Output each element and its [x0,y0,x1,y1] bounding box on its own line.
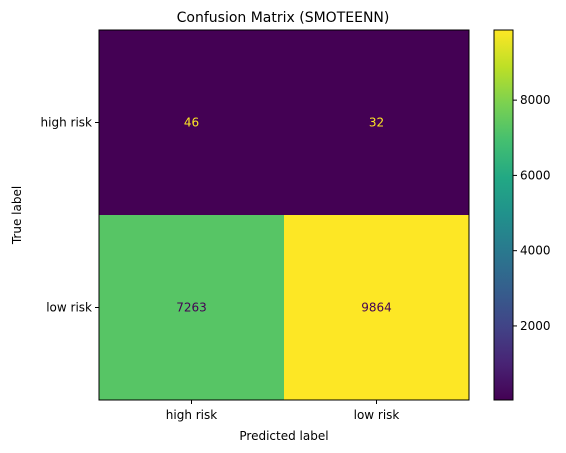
colorbar-ticks: 2000 4000 6000 8000 [513,93,551,333]
x-tick-label: low risk [354,408,400,422]
heatmap-cells: 46 32 7263 9864 [99,30,469,400]
chart-title: Confusion Matrix (SMOTEENN) [177,10,390,26]
x-tick-label: high risk [166,408,217,422]
colorbar-tick-label: 8000 [520,93,551,107]
x-axis-label: Predicted label [239,429,328,443]
heatmap-cell [284,30,469,215]
x-axis-ticks: high risk low risk [166,400,400,422]
colorbar-tick-label: 2000 [520,319,551,333]
cell-value-label: 46 [184,116,199,130]
colorbar-tick-label: 4000 [520,244,551,258]
cell-value-label: 9864 [361,301,392,315]
y-tick-label: high risk [41,116,92,130]
colorbar [493,29,514,401]
y-axis-ticks: high risk low risk [41,116,99,315]
colorbar-tick-label: 6000 [520,168,551,182]
heatmap-cell [99,30,284,215]
y-axis-label: True label [10,186,24,245]
heatmap-cell [99,215,284,400]
cell-value-label: 7263 [176,301,207,315]
heatmap-cell [284,215,469,400]
y-tick-label: low risk [46,301,92,315]
cell-value-label: 32 [369,116,384,130]
plot-frame [98,29,470,401]
